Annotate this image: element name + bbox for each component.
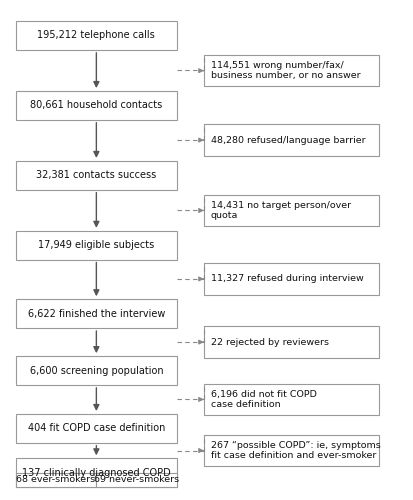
FancyBboxPatch shape <box>16 458 177 487</box>
FancyBboxPatch shape <box>16 414 177 443</box>
FancyBboxPatch shape <box>204 264 378 294</box>
FancyBboxPatch shape <box>204 435 378 466</box>
Text: 114,551 wrong number/fax/
business number, or no answer: 114,551 wrong number/fax/ business numbe… <box>210 61 360 80</box>
FancyBboxPatch shape <box>16 356 177 385</box>
Text: 11,327 refused during interview: 11,327 refused during interview <box>210 274 363 283</box>
FancyBboxPatch shape <box>204 195 378 226</box>
Text: 80,661 household contacts: 80,661 household contacts <box>30 100 162 110</box>
FancyBboxPatch shape <box>16 299 177 328</box>
FancyBboxPatch shape <box>204 384 378 415</box>
Text: 267 “possible COPD”: ie, symptoms
fit case definition and ever-smoker: 267 “possible COPD”: ie, symptoms fit ca… <box>210 441 380 460</box>
Text: 69 never-smokers: 69 never-smokers <box>94 476 179 484</box>
FancyBboxPatch shape <box>204 124 378 156</box>
FancyBboxPatch shape <box>204 55 378 86</box>
FancyBboxPatch shape <box>204 326 378 358</box>
FancyBboxPatch shape <box>16 161 177 190</box>
Text: 6,600 screening population: 6,600 screening population <box>29 366 163 376</box>
Text: 17,949 eligible subjects: 17,949 eligible subjects <box>38 240 154 250</box>
FancyBboxPatch shape <box>16 472 96 487</box>
Text: 404 fit COPD case definition: 404 fit COPD case definition <box>28 424 165 434</box>
Text: 137 clinically diagnosed COPD: 137 clinically diagnosed COPD <box>22 468 170 477</box>
Text: 32,381 contacts success: 32,381 contacts success <box>36 170 156 180</box>
Text: 68 ever-smokers: 68 ever-smokers <box>17 476 95 484</box>
Text: 22 rejected by reviewers: 22 rejected by reviewers <box>210 338 328 346</box>
Text: 195,212 telephone calls: 195,212 telephone calls <box>38 30 155 40</box>
Text: 14,431 no target person/over
quota: 14,431 no target person/over quota <box>210 201 350 220</box>
FancyBboxPatch shape <box>16 230 177 260</box>
FancyBboxPatch shape <box>16 21 177 50</box>
FancyBboxPatch shape <box>16 91 177 120</box>
Text: 6,622 finished the interview: 6,622 finished the interview <box>28 308 165 318</box>
Text: 6,196 did not fit COPD
case definition: 6,196 did not fit COPD case definition <box>210 390 316 409</box>
Text: 48,280 refused/language barrier: 48,280 refused/language barrier <box>210 136 365 144</box>
FancyBboxPatch shape <box>96 472 177 487</box>
